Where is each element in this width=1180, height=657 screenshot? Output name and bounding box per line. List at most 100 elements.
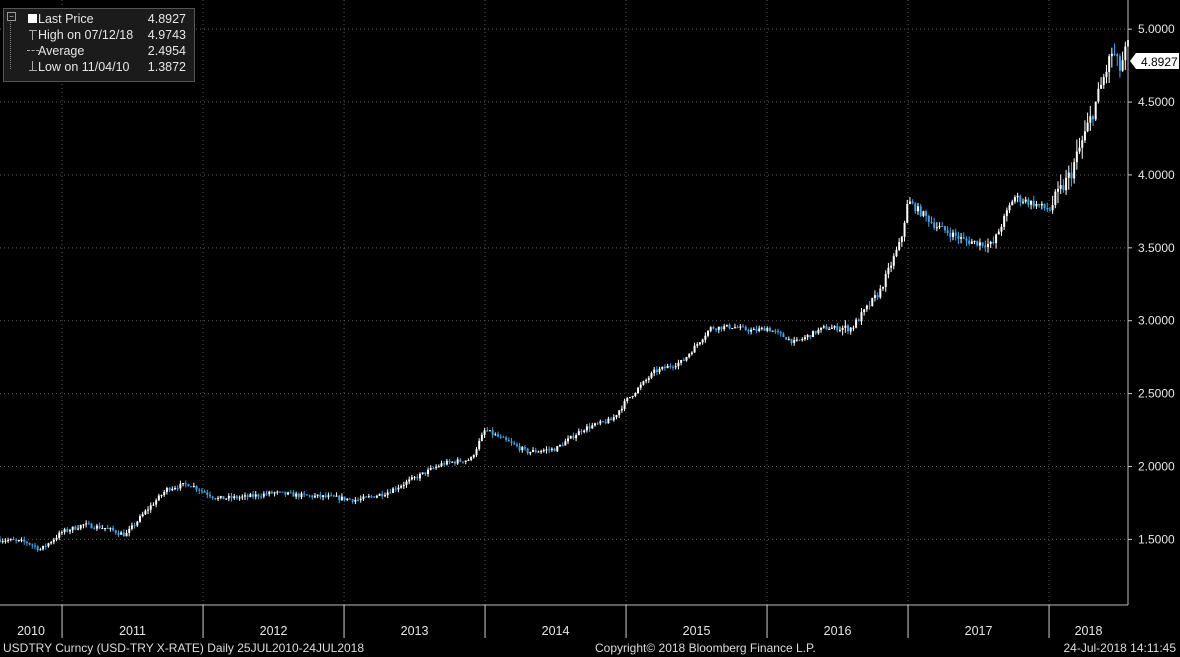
candle-body [122,532,125,537]
candle-body [448,460,451,463]
candle-body [1005,210,1008,216]
chart-legend: − Last Price 4.8927 High on 07/12/18 4.9… [3,8,195,82]
price-series [0,31,1129,552]
candle-body [860,312,863,322]
candle-body [882,287,885,289]
legend-low-label: Low on 11/04/10 [38,60,130,74]
candle-body [373,496,376,498]
candle-body [690,352,693,355]
candle-body [445,460,448,465]
candle-body [1110,53,1113,57]
candle-body [669,366,672,368]
footer-security-info: USDTRY Curncy (USD-TRY X-RATE) Daily 25J… [3,641,365,655]
legend-row-low: Low on 11/04/10 1.3872 [8,59,190,75]
candle-body [15,539,18,541]
candle-body [890,265,893,268]
candle-body [1075,151,1078,163]
collapse-icon[interactable]: − [7,12,16,21]
candle-body [456,459,459,464]
legend-row-last-price: Last Price 4.8927 [8,11,190,27]
candle-body [534,450,537,452]
candle-body [112,527,115,531]
candle-body [362,496,365,499]
candle-body [997,231,1000,235]
candle-body [184,483,187,485]
candle-body [709,327,712,331]
candle-body [268,491,271,495]
candle-body [922,211,925,216]
candle-body [348,498,351,500]
candle-body [857,319,860,322]
candle-body [825,326,828,330]
candle-body [908,201,911,205]
candle-body [1,541,4,543]
candle-body [1030,200,1033,205]
candle-body [828,328,831,330]
candle-body [187,484,190,487]
candle-body [733,327,736,329]
candle-body [933,222,936,228]
candle-body [303,493,306,495]
candle-body [930,221,933,223]
candle-body [144,510,147,515]
y-tick-label: 4.0000 [1138,168,1175,182]
candle-body [222,496,225,500]
candle-body [809,335,812,338]
candle-body [879,288,882,298]
x-tick-label: 2018 [1075,624,1103,638]
candle-body [20,539,23,541]
candle-body [900,236,903,243]
candle-body [47,543,50,547]
candle-body [60,532,63,534]
candle-body [575,435,578,439]
candle-body [297,493,300,498]
footer-copyright: Copyright© 2018 Bloomberg Finance L.P. [595,641,816,655]
candle-body [895,249,898,257]
candle-body [1108,56,1111,72]
candle-body [12,539,15,541]
candle-body [227,495,230,499]
candle-body [1062,185,1065,191]
candle-body [553,448,556,452]
candle-body [1035,204,1038,207]
candle-body [125,532,128,537]
candle-body [596,423,599,425]
candle-body [620,408,623,411]
candle-body [521,447,524,451]
candle-body [532,450,535,452]
candle-body [52,539,55,543]
candle-body [515,444,518,446]
candle-body [480,434,483,441]
candle-body [1065,177,1068,191]
candle-body [375,495,378,498]
candle-body [1057,188,1060,192]
candle-body [1116,54,1119,57]
candle-body [674,366,677,368]
x-tick-label: 2014 [542,624,570,638]
candle-body [357,499,360,501]
candle-body [747,329,750,332]
x-tick-label: 2017 [965,624,993,638]
candle-body [55,537,58,540]
candle-body [265,493,268,495]
candle-body [1013,197,1016,202]
candle-body [526,448,529,454]
candle-body [87,523,90,525]
candle-body [628,397,631,399]
candle-body [467,460,470,462]
candle-body [653,369,656,373]
candle-body [989,241,992,244]
candle-body [281,491,284,493]
candle-body [717,326,720,330]
candle-body [340,496,343,501]
candle-body [109,527,112,529]
candle-body [873,295,876,298]
candle-body [483,430,486,435]
candle-body [763,327,766,331]
candle-body [593,423,596,426]
candle-body [634,393,637,396]
candle-body [33,545,36,547]
candle-body [308,495,311,497]
candle-body [876,295,879,298]
candle-body [1078,147,1081,152]
